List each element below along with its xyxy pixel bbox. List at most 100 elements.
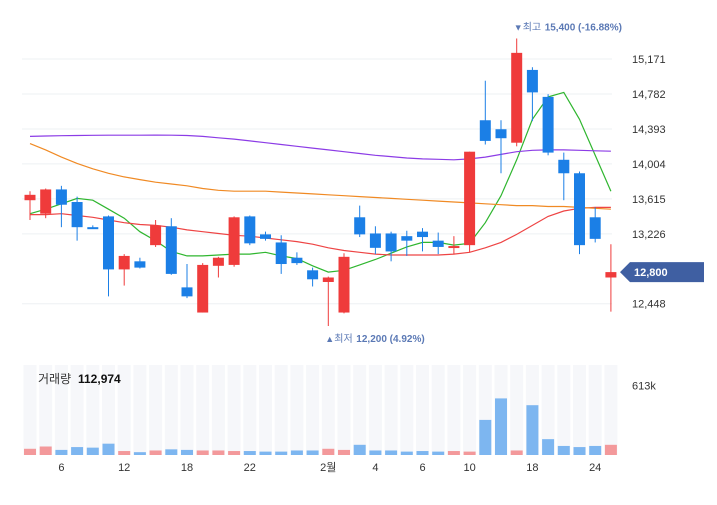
- volume-bar: [510, 450, 523, 455]
- volume-column-bg: [164, 365, 178, 455]
- price-tick-label: 13,226: [632, 229, 666, 241]
- volume-bar: [259, 451, 272, 455]
- current-price-label: 12,800: [634, 267, 668, 279]
- low-marker-arrow: ▲: [325, 334, 334, 344]
- moving-average-lines: [29, 91, 612, 273]
- date-tick-label: 6: [58, 462, 64, 474]
- candle-body: [322, 277, 334, 282]
- volume-bar: [165, 449, 178, 455]
- candle-body: [55, 189, 67, 205]
- candle-body: [542, 96, 554, 153]
- volume-column-bg: [70, 365, 84, 455]
- volume-bar: [479, 419, 492, 455]
- volume-column-bg: [400, 365, 414, 455]
- volume-bar: [447, 451, 460, 455]
- volume-bar: [604, 444, 617, 455]
- candle-body: [165, 226, 177, 274]
- volume-bar: [557, 445, 570, 455]
- volume-bar: [306, 450, 319, 455]
- date-tick-label: 4: [372, 462, 378, 474]
- volume-column-bg: [274, 365, 288, 455]
- candle-body: [134, 261, 146, 268]
- candle-body: [385, 233, 397, 252]
- volume-bar: [118, 451, 131, 455]
- volume-tick-label: 613k: [632, 381, 656, 393]
- high-marker-value: 15,400 (-16.88%): [545, 22, 622, 33]
- volume-column-bg: [133, 365, 147, 455]
- price-tick-label: 15,171: [632, 54, 666, 66]
- volume-bar: [542, 439, 555, 455]
- volume-bar: [149, 450, 162, 455]
- volume-bar: [86, 447, 99, 455]
- volume-column-bg: [416, 365, 429, 455]
- volume-column-bg: [353, 365, 367, 455]
- volume-bar: [133, 452, 146, 455]
- date-tick-label: 24: [589, 462, 601, 474]
- date-tick-label: 10: [463, 462, 475, 474]
- volume-bar: [102, 443, 115, 455]
- volume-column-bg: [463, 365, 477, 455]
- candle-body: [181, 287, 193, 297]
- volume-column-bg: [211, 365, 225, 455]
- volume-column-bg: [54, 365, 68, 455]
- volume-bar: [432, 451, 445, 455]
- volume-column-bg: [23, 365, 37, 455]
- volume-bar: [463, 451, 476, 455]
- volume-bar: [290, 450, 303, 455]
- candle-body: [244, 216, 256, 244]
- price-tick-label: 14,393: [632, 124, 666, 136]
- volume-column-bg: [290, 365, 304, 455]
- volume-column-bg: [557, 365, 571, 455]
- candle-body: [197, 264, 209, 313]
- candle-body: [558, 159, 570, 174]
- candle-body: [432, 240, 444, 247]
- volume-column-bg: [573, 365, 586, 455]
- candle-body: [401, 236, 413, 241]
- volume-column-bg: [337, 365, 351, 455]
- volume-column-bg: [588, 365, 602, 455]
- candle-body: [495, 129, 507, 139]
- candle-body: [275, 242, 287, 265]
- volume-column-bg: [368, 365, 382, 455]
- volume-bar: [589, 445, 602, 455]
- price-axis: 15,171 14,782 14,393 14,004 13,615 13,226 12,4…: [38, 54, 666, 474]
- candle-body: [40, 189, 52, 214]
- volume-column-bg: [321, 365, 335, 455]
- price-tick-label: 14,782: [632, 89, 666, 101]
- ma120-line: [29, 134, 611, 161]
- candle-body: [464, 151, 476, 246]
- volume-bar: [369, 450, 382, 455]
- volume-bar: [212, 450, 225, 455]
- volume-bar: [196, 450, 209, 455]
- volume-column-bg: [259, 365, 272, 455]
- candle-body: [118, 255, 130, 270]
- date-tick-label: 22: [244, 462, 256, 474]
- price-tick-label: 12,448: [632, 299, 666, 311]
- volume-bar: [228, 451, 241, 455]
- date-tick-label: 12: [118, 462, 130, 474]
- volume-bar: [181, 449, 193, 455]
- volume-column-bg: [306, 365, 320, 455]
- ma20-line: [30, 206, 611, 256]
- candle-body: [103, 216, 114, 270]
- low-marker-value: 12,200 (4.92%): [356, 334, 424, 345]
- volume-bar: [573, 447, 586, 455]
- ma5-line: [29, 91, 612, 273]
- candle-body: [212, 257, 224, 266]
- volume-title: 거래량: [38, 372, 71, 386]
- ma60-line: [29, 143, 611, 210]
- candle-body: [87, 227, 99, 230]
- volume-column-bg: [510, 365, 524, 455]
- date-tick-label: 6: [419, 462, 425, 474]
- volume-bar: [243, 451, 256, 455]
- current-price-tag: [620, 262, 704, 283]
- candle-body: [354, 217, 366, 235]
- candle-body: [526, 69, 538, 93]
- volume-bar: [495, 398, 507, 455]
- candle-body: [574, 173, 585, 246]
- volume-bar: [71, 447, 84, 455]
- price-tick-label: 13,615: [632, 194, 666, 206]
- volume-column-bg: [102, 365, 115, 455]
